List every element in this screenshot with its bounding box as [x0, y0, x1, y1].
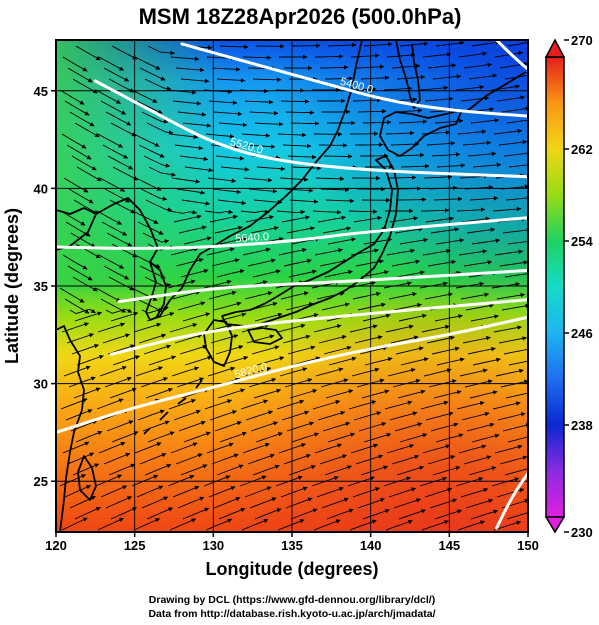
- colorbar-body: [546, 57, 564, 517]
- x-tick-label-135: 135: [281, 538, 303, 553]
- colorbar-tick-label-262: 262: [571, 142, 593, 157]
- colorbar-tick-label-230: 230: [571, 525, 593, 540]
- streamline-84: [286, 112, 314, 113]
- contour-label-2: 5640.0: [235, 231, 269, 245]
- plot-area: 5400.05520.05640.05820.0: [56, 40, 537, 532]
- credit-line-2: Data from http://database.rish.kyoto-u.a…: [148, 608, 435, 620]
- streamline-71: [281, 101, 309, 102]
- streamline-165: [388, 177, 416, 178]
- streamline-191: [398, 200, 426, 201]
- y-axis-ticks: 25 30 35 40 45: [34, 84, 56, 489]
- streamline-97: [291, 123, 319, 124]
- colorbar-tick-label-246: 246: [571, 326, 593, 341]
- x-axis-title: Longitude (degrees): [205, 559, 378, 579]
- y-axis-title: Latitude (degrees): [2, 208, 22, 364]
- colorbar-tick-label-238: 238: [571, 418, 593, 433]
- x-tick-label-140: 140: [360, 538, 382, 553]
- x-tick-label-130: 130: [202, 538, 224, 553]
- y-tick-label-35: 35: [34, 279, 48, 294]
- x-tick-label-125: 125: [124, 538, 146, 553]
- x-tick-label-150: 150: [517, 538, 539, 553]
- y-tick-label-30: 30: [34, 377, 48, 392]
- streamline-58: [276, 90, 304, 91]
- x-axis-ticks: 120 125 130 135 140 145 150: [45, 532, 539, 553]
- y-tick-label-45: 45: [34, 84, 48, 99]
- streamline-6: [292, 46, 320, 47]
- colorbar: 230 238 246 254 262 270: [546, 33, 593, 540]
- colorbar-tick-label-254: 254: [571, 234, 593, 249]
- colorbar-bottom-triangle: [546, 517, 564, 532]
- chart-title: MSM 18Z28Apr2026 (500.0hPa): [139, 4, 462, 29]
- colorbar-tick-label-270: 270: [571, 33, 593, 48]
- colorbar-top-triangle: [546, 40, 564, 57]
- x-tick-label-120: 120: [45, 538, 67, 553]
- colorbar-ticks: 230 238 246 254 262 270: [564, 33, 593, 540]
- y-tick-label-25: 25: [34, 474, 48, 489]
- credit-line-1: Drawing by DCL (https://www.gfd-dennou.o…: [149, 594, 435, 606]
- x-tick-label-145: 145: [438, 538, 460, 553]
- y-tick-label-40: 40: [34, 181, 48, 196]
